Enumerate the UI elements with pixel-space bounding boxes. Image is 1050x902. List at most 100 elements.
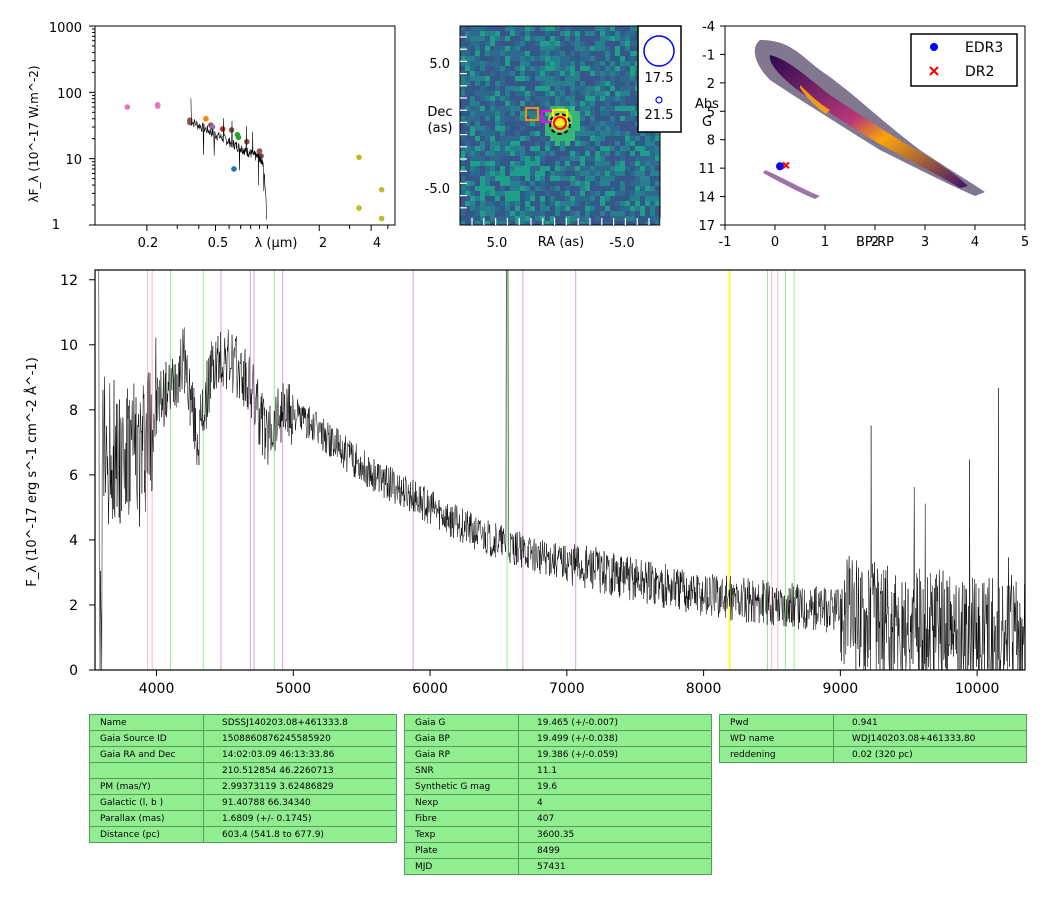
hrd-xlabel: BP-RP	[856, 235, 894, 250]
sed-point-5	[203, 115, 209, 122]
source-table-value: 1508860876245585920	[203, 730, 397, 747]
gaia-table-row: SNR 11.1	[404, 762, 712, 779]
hrd-ytick-5: 11	[698, 162, 715, 177]
sed-point-7	[209, 124, 216, 130]
sed-ytick-1: 1	[52, 218, 60, 233]
source-table-row: Distance (pc) 603.4 (541.8 to 677.9)	[89, 826, 397, 843]
hrd-ytick-7: 17	[698, 219, 715, 234]
hrd-ticks	[720, 25, 1026, 230]
sed-ylabel: λF_λ (10^-17 W.m^-2)	[27, 65, 41, 202]
hrd-density	[754, 40, 985, 199]
sed-point-2	[154, 103, 161, 109]
legend-small-circle	[655, 96, 663, 104]
info-table-source: Name SDSSJ140203.08+461333.8 Gaia Source I…	[89, 714, 397, 843]
source-table-row: 210.512854 46.2260713	[89, 762, 397, 779]
yellow-square-marker	[552, 109, 568, 125]
sed-xtick-2: 2	[319, 236, 327, 251]
hrd-ytick-0: -4	[702, 20, 715, 35]
sed-point-13	[244, 138, 250, 145]
wd-table-key: WD name	[719, 730, 834, 747]
sed-ytick-1000: 1000	[49, 21, 82, 36]
hrd-panel: -1 0 1 2 3 4 5 -4 -1 2 5 8 11 14 17 BP-RP Abs G EDR3 …	[695, 20, 1029, 250]
source-table-key: Parallax (mas)	[89, 810, 204, 827]
gaia-table-row: Gaia BP 19.499 (+/-0.038)	[404, 730, 712, 747]
hrd-edr3-point	[776, 162, 784, 171]
gaia-table-key: Plate	[404, 842, 519, 859]
hrd-xtick-labels: -1 0 1 2 3 4 5	[719, 235, 1030, 250]
source-table-row: Parallax (mas) 1.6809 (+/- 0.1745)	[89, 810, 397, 827]
orange-square-marker	[525, 107, 539, 121]
sed-ytick-10: 10	[65, 153, 82, 168]
sed-point-17	[356, 205, 362, 211]
spectrum-xtick-6: 10000	[955, 681, 1000, 697]
sed-spectrum-line	[190, 98, 267, 220]
source-table-key: Galactic (l, b )	[89, 794, 204, 811]
gaia-table-row: Gaia RP 19.386 (+/-0.059)	[404, 746, 712, 763]
source-table-value: 2.99373119 3.62486829	[203, 778, 397, 795]
sed-point-16	[356, 154, 362, 161]
spectrum-ytick-labels: 0 2 4 6 8 10 12	[60, 273, 78, 679]
gaia-table-value: 19.6	[518, 778, 712, 795]
source-table-key: Gaia RA and Dec	[89, 746, 204, 763]
gaia-table-key: Gaia G	[404, 714, 519, 731]
source-table-row: Galactic (l, b ) 91.40788 66.34340	[89, 794, 397, 811]
hrd-ytick-6: 14	[698, 191, 715, 206]
source-table-value: SDSSJ140203.08+461333.8	[203, 714, 397, 731]
gaia-table-key: Texp	[404, 826, 519, 843]
source-table-row: Gaia Source ID 1508860876245585920	[89, 730, 397, 747]
image-ytick-minus5: -5.0	[425, 182, 450, 197]
gaia-table-value: 3600.35	[518, 826, 712, 843]
image-ticks	[460, 36, 662, 225]
info-table-gaia: Gaia G 19.465 (+/-0.007) Gaia BP 19.499 (+/…	[404, 714, 712, 875]
source-table-key	[89, 762, 204, 779]
info-table-wd: Pwd 0.941 WD name WDJ140203.08+461333.80 red…	[719, 714, 1027, 763]
hrd-xtick-5: 4	[971, 235, 979, 250]
wd-table-row: WD name WDJ140203.08+461333.80	[719, 730, 1027, 747]
sed-xtick-4: 4	[373, 236, 381, 251]
source-table-row: Name SDSSJ140203.08+461333.8	[89, 714, 397, 731]
spectrum-panel: 4000 5000 6000 7000 8000 9000 10000 024681012 …	[24, 269, 1026, 697]
source-table-value: 14:02:03.09 46:13:33.86	[203, 746, 397, 763]
source-table-value: 603.4 (541.8 to 677.9)	[203, 826, 397, 843]
hrd-ytick-2: 2	[707, 77, 715, 92]
wd-table-key: reddening	[719, 746, 834, 763]
sed-frame	[94, 25, 396, 226]
sed-xlabel: λ (μm)	[255, 236, 298, 251]
source-table-value: 210.512854 46.2260713	[203, 762, 397, 779]
wd-table-row: reddening 0.02 (320 pc)	[719, 746, 1027, 763]
legend-edr3-marker	[930, 43, 938, 51]
spectrum-xtick-0: 4000	[139, 681, 175, 697]
spectrum-ytick-5: 10	[60, 338, 78, 354]
source-table-value: 91.40788 66.34340	[203, 794, 397, 811]
wd-table-value: 0.941	[833, 714, 1027, 731]
gaia-table-row: Nexp 4	[404, 794, 712, 811]
spectrum-flux-line	[98, 270, 1025, 670]
gaia-table-key: SNR	[404, 762, 519, 779]
spectrum-frame	[94, 269, 1026, 671]
gaia-table-value: 57431	[518, 858, 712, 875]
hrd-xtick-2: 1	[821, 235, 829, 250]
spectrum-xtick-labels: 4000 5000 6000 7000 8000 9000 10000	[139, 681, 1000, 697]
hrd-xtick-3: 2	[871, 235, 879, 250]
wd-table-row: Pwd 0.941	[719, 714, 1027, 731]
gaia-table-value: 11.1	[518, 762, 712, 779]
hrd-main-sequence	[769, 55, 968, 188]
gaia-table-row: MJD 57431	[404, 858, 712, 875]
sed-point-10	[231, 166, 237, 172]
legend-mag-21.5: 21.5	[645, 108, 674, 123]
wd-table-value: WDJ140203.08+461333.80	[833, 730, 1027, 747]
sed-points	[124, 101, 385, 222]
hrd-ytick-4: 8	[707, 134, 715, 149]
image-panel: 17.5 21.5 5.0 -5.0 Dec (as) 5.0 -5.0 RA …	[425, 25, 682, 251]
black-dashed-circle	[549, 113, 571, 135]
image-ylabel-as: (as)	[428, 121, 453, 136]
hrd-xtick-6: 5	[1021, 235, 1029, 250]
spectrum-ytick-1: 2	[69, 598, 78, 614]
hrd-legend: EDR3 DR2	[910, 33, 1018, 87]
gaia-table-value: 19.465 (+/-0.007)	[518, 714, 712, 731]
gaia-table-key: MJD	[404, 858, 519, 875]
hrd-ytick-labels: -4 -1 2 5 8 11 14 17	[698, 20, 715, 234]
gaia-table-value: 4	[518, 794, 712, 811]
gaia-table-key: Gaia BP	[404, 730, 519, 747]
